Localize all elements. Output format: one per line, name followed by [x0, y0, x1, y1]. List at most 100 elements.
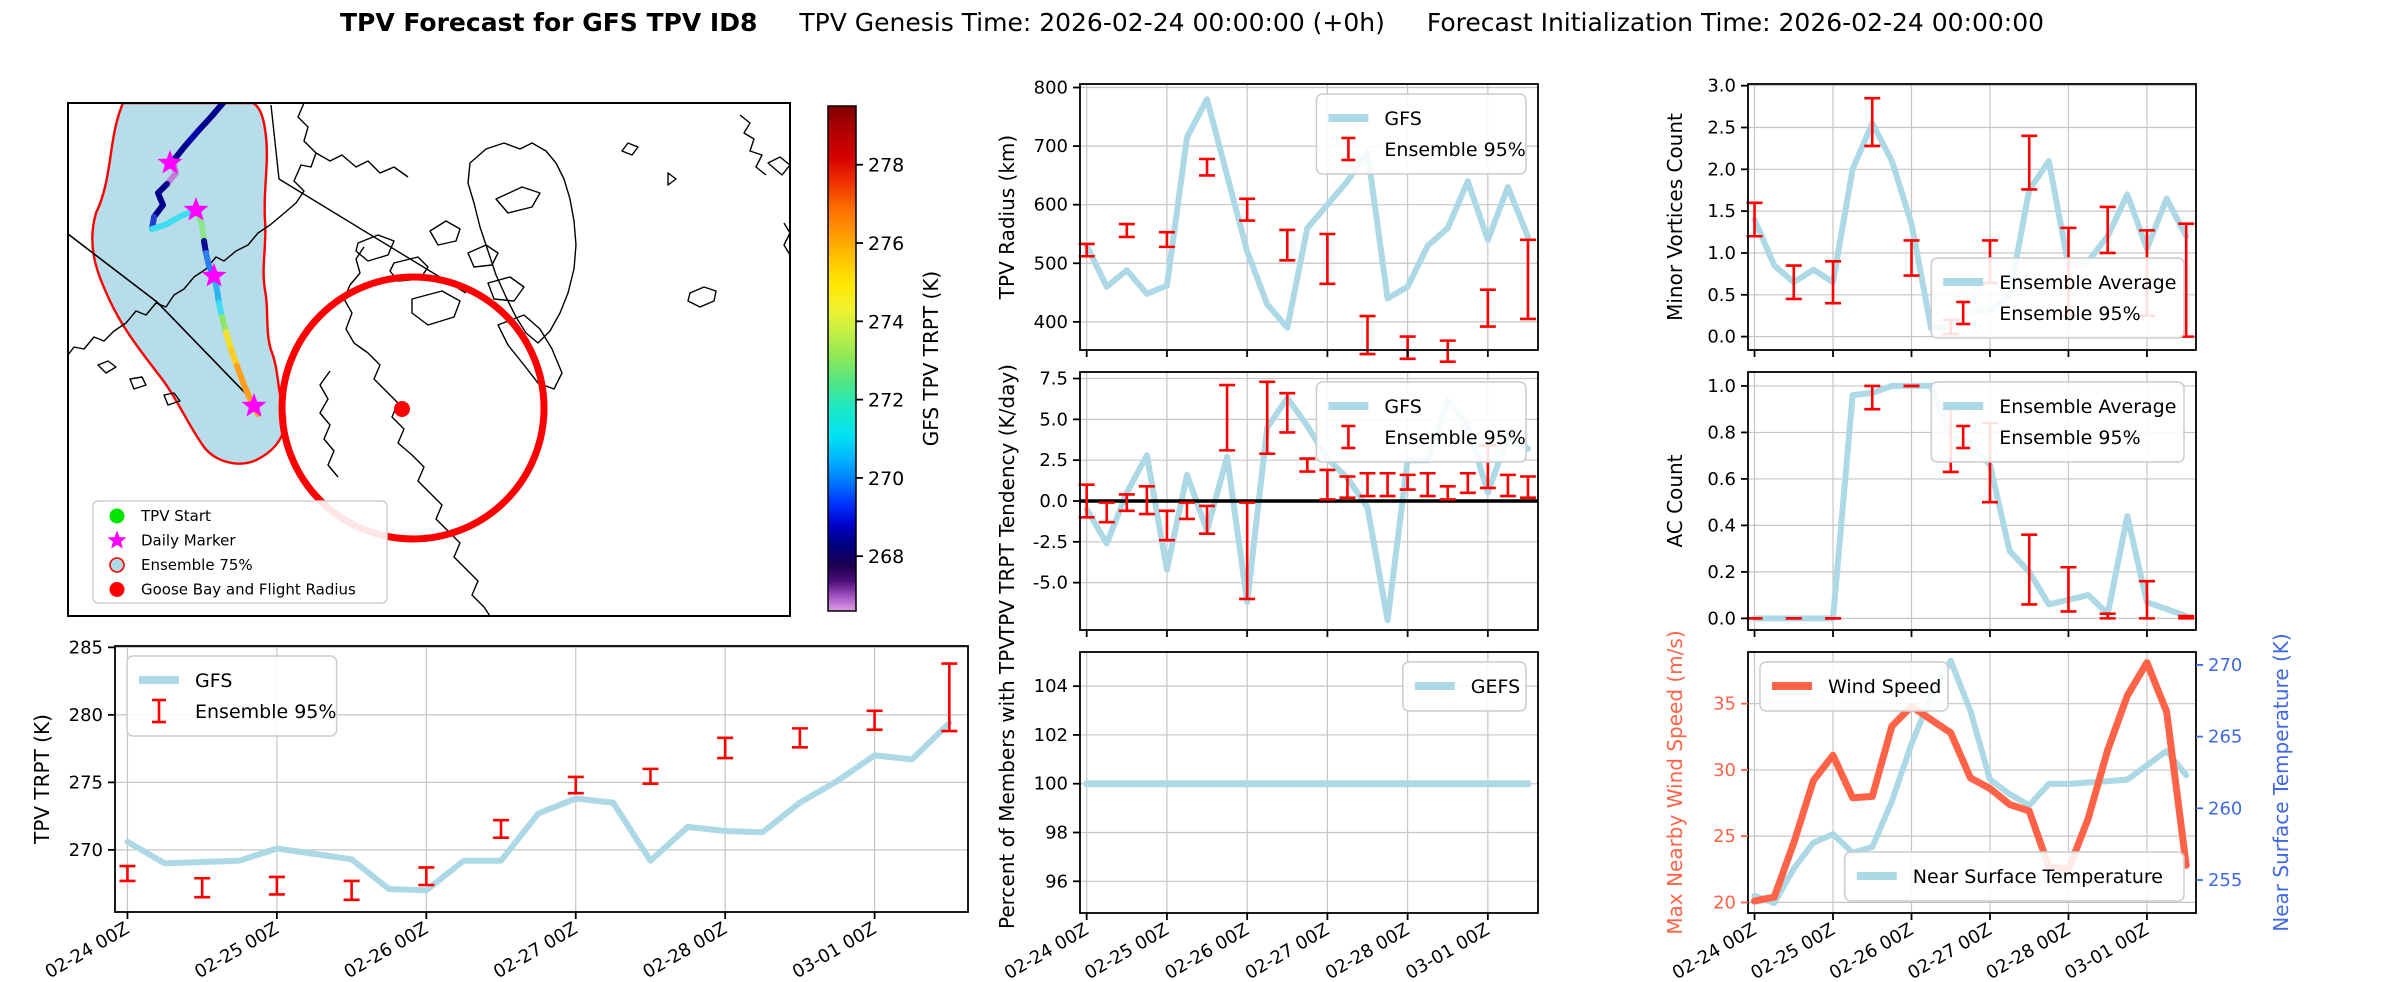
svg-text:Daily Marker: Daily Marker: [141, 532, 236, 550]
svg-text:Ensemble Average: Ensemble Average: [1999, 272, 2176, 294]
svg-text:GEFS: GEFS: [1471, 676, 1520, 698]
svg-text:GFS: GFS: [1384, 396, 1421, 418]
svg-text:104: 104: [1034, 676, 1068, 697]
svg-text:30: 30: [1713, 760, 1736, 781]
svg-text:Ensemble 95%: Ensemble 95%: [1999, 427, 2140, 449]
svg-text:02-27 00Z: 02-27 00Z: [490, 918, 581, 982]
daily-marker-star: [201, 263, 227, 287]
tpv-track-segment: [228, 346, 240, 369]
svg-text:Minor Vortices Count: Minor Vortices Count: [1663, 113, 1687, 321]
daily-marker-star: [183, 197, 209, 221]
svg-text:0.0: 0.0: [1707, 327, 1736, 348]
series-wind-speed: [1751, 659, 2190, 905]
svg-text:Near Surface Temperature (K): Near Surface Temperature (K): [2269, 633, 2293, 931]
tpv-track-segment: [149, 207, 199, 232]
tpv-track-segment: [182, 127, 202, 149]
svg-text:02-25 00Z: 02-25 00Z: [1081, 919, 1172, 982]
svg-text:0.6: 0.6: [1707, 469, 1736, 490]
svg-text:2.5: 2.5: [1707, 117, 1736, 138]
chart-ac-count: 0.0 0.2 0.4 0.6 0.8 1.0 AC Count Ensemble Avera…: [1663, 371, 2197, 637]
svg-text:02-27 00Z: 02-27 00Z: [1904, 919, 1995, 982]
svg-text:270: 270: [69, 840, 103, 861]
svg-text:1.0: 1.0: [1707, 376, 1736, 397]
svg-text:Goose Bay and Flight Radius: Goose Bay and Flight Radius: [141, 581, 356, 599]
title-main: TPV Forecast for GFS TPV ID8: [339, 8, 758, 37]
svg-text:278: 278: [868, 155, 904, 177]
svg-text:02-26 00Z: 02-26 00Z: [1161, 919, 1252, 982]
svg-text:255: 255: [2208, 870, 2242, 891]
chart-tpv-trpt: 270 275 280 285 02-24 00Z 02-25 00Z 02-26 00Z 0…: [30, 637, 969, 982]
svg-text:25: 25: [1713, 826, 1736, 847]
svg-text:0.5: 0.5: [1707, 285, 1736, 306]
track-map: TPV Start Daily Marker Ensemble 75% Goose B…: [67, 102, 791, 617]
svg-text:02-27 00Z: 02-27 00Z: [1242, 919, 1333, 982]
svg-text:-2.5: -2.5: [1033, 532, 1068, 553]
svg-text:3.0: 3.0: [1707, 76, 1736, 97]
chart-wind-temp: 20 25 30 35 255 260 265 270 Near Surface Tempera…: [1663, 630, 2293, 982]
svg-text:-5.0: -5.0: [1033, 573, 1068, 594]
svg-text:400: 400: [1034, 312, 1068, 333]
svg-text:5.0: 5.0: [1039, 409, 1068, 430]
svg-text:600: 600: [1034, 195, 1068, 216]
daily-marker-star: [157, 150, 183, 174]
svg-text:274: 274: [868, 311, 904, 333]
svg-text:1.0: 1.0: [1707, 243, 1736, 264]
svg-text:02-24 00Z: 02-24 00Z: [42, 918, 133, 982]
svg-text:276: 276: [868, 233, 904, 255]
svg-text:285: 285: [69, 637, 103, 658]
colorbar: 278 276 274 272 270 268 GFS TPV TRPT (K): [827, 105, 943, 612]
flight-radius-circle: [278, 273, 548, 543]
svg-text:280: 280: [69, 705, 103, 726]
svg-text:02-28 00Z: 02-28 00Z: [1983, 919, 2074, 982]
svg-text:GFS: GFS: [1384, 108, 1421, 130]
svg-text:500: 500: [1034, 253, 1068, 274]
svg-text:0.4: 0.4: [1707, 515, 1736, 536]
chart-minor-vortices: 0.0 0.5 1.0 1.5 2.0 2.5 3.0 Minor Vortices Coun…: [1663, 76, 2197, 357]
map-legend: [92, 500, 388, 604]
svg-text:700: 700: [1034, 136, 1068, 157]
svg-text:03-01 00Z: 03-01 00Z: [789, 918, 880, 982]
svg-text:03-01 00Z: 03-01 00Z: [1402, 919, 1493, 982]
series-gfs: [1083, 96, 1531, 331]
svg-text:7.5: 7.5: [1039, 369, 1068, 390]
svg-text:03-01 00Z: 03-01 00Z: [2061, 919, 2152, 982]
svg-text:02-26 00Z: 02-26 00Z: [1826, 919, 1917, 982]
goose-bay-dot: [394, 401, 410, 417]
svg-text:02-25 00Z: 02-25 00Z: [191, 918, 282, 982]
svg-text:1.5: 1.5: [1707, 201, 1736, 222]
svg-text:20: 20: [1713, 892, 1736, 913]
svg-text:GFS: GFS: [195, 670, 232, 692]
tpv-track-segment: [170, 143, 188, 164]
svg-text:TPV TRPT (K): TPV TRPT (K): [30, 714, 54, 845]
svg-text:35: 35: [1713, 694, 1736, 715]
svg-text:268: 268: [868, 546, 904, 568]
svg-text:0.0: 0.0: [1707, 608, 1736, 629]
series-near-surface-temperature: [1751, 657, 2190, 906]
figure-title: TPV Forecast for GFS TPV ID8 TPV Genesis…: [0, 8, 2384, 37]
svg-text:02-25 00Z: 02-25 00Z: [1747, 919, 1838, 982]
tpv-track-segment: [151, 181, 170, 220]
svg-text:Wind Speed: Wind Speed: [1828, 676, 1941, 698]
title-init-time: Forecast Initialization Time: 2026-02-24…: [1426, 8, 2045, 37]
svg-text:0.0: 0.0: [1039, 491, 1068, 512]
series-gfs: [124, 720, 953, 894]
flight-line: [68, 233, 251, 399]
svg-text:2.0: 2.0: [1707, 159, 1736, 180]
chart-tpv-trpt-tendency: -5.0 -2.5 0.0 2.5 5.0 7.5 TPV TRPT Tendency (K…: [995, 364, 1539, 639]
svg-text:270: 270: [2208, 655, 2242, 676]
svg-text:Ensemble Average: Ensemble Average: [1999, 396, 2176, 418]
svg-text:Near Surface Temperature: Near Surface Temperature: [1913, 866, 2163, 888]
svg-text:96: 96: [1045, 871, 1068, 892]
svg-text:100: 100: [1034, 774, 1068, 795]
svg-text:0.2: 0.2: [1707, 562, 1736, 583]
daily-marker-star: [241, 393, 267, 417]
svg-text:0.8: 0.8: [1707, 422, 1736, 443]
svg-text:TPV Radius (km): TPV Radius (km): [995, 135, 1019, 300]
svg-text:272: 272: [868, 390, 904, 412]
svg-text:270: 270: [868, 468, 904, 490]
svg-text:102: 102: [1034, 725, 1068, 746]
svg-text:Percent of Members with TPV: Percent of Members with TPV: [995, 636, 1019, 929]
svg-text:260: 260: [2208, 798, 2242, 819]
svg-text:Ensemble 75%: Ensemble 75%: [141, 556, 253, 574]
